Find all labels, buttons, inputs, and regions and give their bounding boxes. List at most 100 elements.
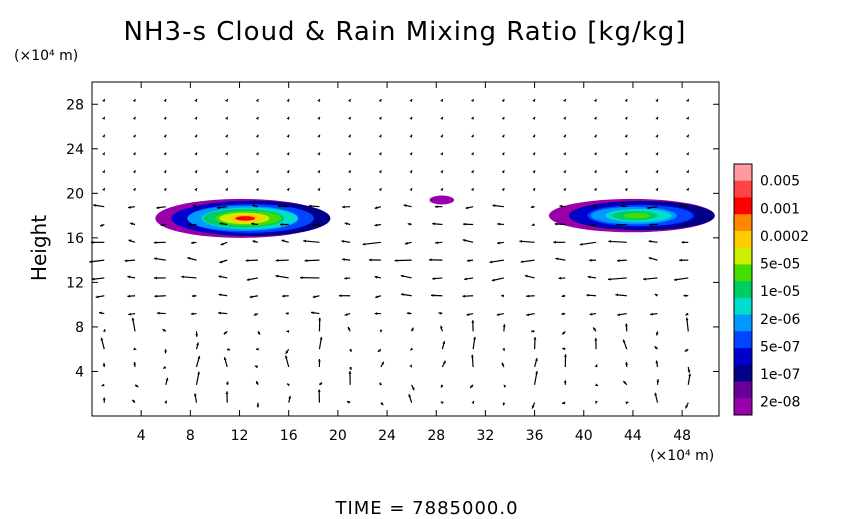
x-tick-label: 28 xyxy=(427,428,445,444)
wind-arrow-head xyxy=(374,275,378,279)
wind-arrow-head xyxy=(442,360,446,364)
wind-arrow-head xyxy=(344,313,348,316)
wind-arrow-head xyxy=(470,170,474,174)
wind-arrow-head xyxy=(194,152,197,156)
wind-arrow-head xyxy=(595,400,598,404)
y-tick-label: 4 xyxy=(75,364,84,380)
wind-arrow-head xyxy=(197,355,201,359)
wind-arrow-head xyxy=(342,258,345,261)
wind-arrow-head xyxy=(128,205,131,209)
wind-arrow-head xyxy=(624,99,628,103)
wind-arrow-head xyxy=(655,99,658,103)
wind-arrow-head xyxy=(102,99,105,103)
wind-arrow-head xyxy=(102,397,106,401)
wind-vectors xyxy=(89,98,692,409)
wind-arrow-head xyxy=(563,99,566,103)
wind-arrow-head xyxy=(133,362,137,365)
wind-arrow-head xyxy=(434,205,438,209)
wind-arrow-head xyxy=(128,239,132,243)
wind-arrow-head xyxy=(655,152,658,156)
wind-arrow-head xyxy=(470,134,474,138)
colorbar-swatch xyxy=(734,197,752,215)
colorbar-label: 0.001 xyxy=(760,201,800,217)
wind-arrow-head xyxy=(470,188,474,192)
wind-arrow-head xyxy=(132,116,136,120)
colorbar-swatch xyxy=(734,164,752,182)
x-tick-label: 8 xyxy=(186,428,195,444)
wind-arrow-head xyxy=(102,188,105,192)
wind-arrow-head xyxy=(530,205,534,209)
wind-arrow-head xyxy=(100,223,103,227)
x-tick-label: 44 xyxy=(624,428,642,444)
wind-arrow-head xyxy=(563,188,566,192)
wind-arrow-head xyxy=(277,204,281,208)
wind-arrow-head xyxy=(431,294,434,297)
wind-arrow-head xyxy=(559,204,563,208)
wind-arrow-head xyxy=(623,380,627,384)
wind-arrow-head xyxy=(348,170,351,174)
wind-arrow-head xyxy=(563,170,566,174)
wind-arrow-head xyxy=(655,332,659,336)
wind-arrow-head xyxy=(400,274,404,278)
wind-arrow-head xyxy=(462,238,466,242)
wind-arrow-head xyxy=(534,358,538,362)
wind-arrow-head xyxy=(286,188,290,192)
wind-arrow-head xyxy=(286,99,290,103)
colorbar-swatch xyxy=(734,348,752,366)
wind-arrow-head xyxy=(375,295,379,299)
wind-arrow-head xyxy=(348,188,351,192)
wind-arrow-head xyxy=(501,152,505,156)
wind-arrow-head xyxy=(286,116,290,120)
wind-arrow-head xyxy=(624,116,628,120)
wind-arrow-head xyxy=(409,116,413,120)
y-tick-label: 12 xyxy=(66,275,84,291)
wind-arrow-head xyxy=(164,400,167,404)
wind-arrow-head xyxy=(535,371,539,374)
wind-arrow-head xyxy=(409,134,413,138)
wind-arrow-head xyxy=(594,337,598,341)
wind-arrow-head xyxy=(91,277,95,281)
wind-arrow-head xyxy=(403,204,407,207)
wind-arrow-head xyxy=(410,327,414,331)
wind-arrow-head xyxy=(686,152,689,156)
wind-arrow-head xyxy=(440,116,443,120)
wind-arrow-head xyxy=(688,373,692,377)
wind-arrow-head xyxy=(558,276,562,280)
wind-arrow-head xyxy=(465,206,469,210)
wind-arrow-head xyxy=(440,134,443,138)
wind-arrow-head xyxy=(595,383,599,386)
wind-arrow-head xyxy=(347,326,351,330)
wind-arrow-head xyxy=(102,134,105,138)
wind-arrow-head xyxy=(194,134,197,138)
wind-arrow-head xyxy=(256,381,259,385)
wind-arrow-head xyxy=(409,170,413,174)
wind-arrow-head xyxy=(128,312,132,316)
colorbar-label: 2e-08 xyxy=(760,395,800,411)
colorbar-swatch xyxy=(734,214,752,232)
wind-arrow-head xyxy=(554,222,558,226)
wind-arrow-head xyxy=(256,347,259,351)
wind-arrow-head xyxy=(254,365,258,369)
wind-arrow-head xyxy=(608,240,612,243)
wind-arrow-head xyxy=(683,294,687,298)
wind-arrow-head xyxy=(394,259,398,262)
wind-arrow-head xyxy=(532,152,536,156)
wind-arrow-head xyxy=(464,277,467,281)
y-axis-label: Height xyxy=(27,215,51,281)
wind-arrow-head xyxy=(593,116,597,120)
wind-arrow-head xyxy=(308,204,312,208)
wind-arrow-head xyxy=(406,311,410,315)
wind-arrow-head xyxy=(194,188,197,192)
wind-arrow xyxy=(607,277,627,281)
wind-arrow-head xyxy=(674,278,677,282)
wind-arrow-head xyxy=(625,362,629,365)
wind-arrow-head xyxy=(378,152,382,156)
wind-arrow-head xyxy=(132,134,136,138)
wind-arrow-head xyxy=(501,170,505,174)
wind-arrow-head xyxy=(379,329,383,333)
wind-arrow-head xyxy=(312,295,316,299)
wind-arrow-head xyxy=(440,325,443,329)
wind-arrow-head xyxy=(531,223,535,226)
wind-arrow-head xyxy=(589,312,593,316)
wind-arrow-head xyxy=(317,99,320,103)
